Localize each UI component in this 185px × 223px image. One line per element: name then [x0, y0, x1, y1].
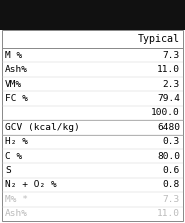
- Text: M %: M %: [5, 51, 22, 60]
- Text: 0.6: 0.6: [163, 166, 180, 175]
- Text: Ash%: Ash%: [5, 209, 28, 218]
- Text: FC %: FC %: [5, 94, 28, 103]
- Text: Ash%: Ash%: [5, 65, 28, 74]
- Text: 80.0: 80.0: [157, 152, 180, 161]
- Text: GCV (kcal/kg): GCV (kcal/kg): [5, 123, 80, 132]
- Text: 6480: 6480: [157, 123, 180, 132]
- Text: 0.3: 0.3: [163, 137, 180, 146]
- Text: M% *: M% *: [5, 195, 28, 204]
- Text: N₂ + O₂ %: N₂ + O₂ %: [5, 180, 57, 190]
- Text: VM%: VM%: [5, 80, 22, 89]
- Text: 2.3: 2.3: [163, 80, 180, 89]
- Text: 11.0: 11.0: [157, 65, 180, 74]
- Text: H₂ %: H₂ %: [5, 137, 28, 146]
- Text: 79.4: 79.4: [157, 94, 180, 103]
- Text: 11.0: 11.0: [157, 209, 180, 218]
- Bar: [0, 0, 185, 30]
- Text: 100.0: 100.0: [151, 108, 180, 117]
- Text: Typical: Typical: [138, 34, 180, 44]
- Text: 0.8: 0.8: [163, 180, 180, 190]
- Bar: [2, 30, 183, 221]
- Text: 7.3: 7.3: [163, 51, 180, 60]
- Text: C %: C %: [5, 152, 22, 161]
- Text: 7.3: 7.3: [163, 195, 180, 204]
- Text: S: S: [5, 166, 11, 175]
